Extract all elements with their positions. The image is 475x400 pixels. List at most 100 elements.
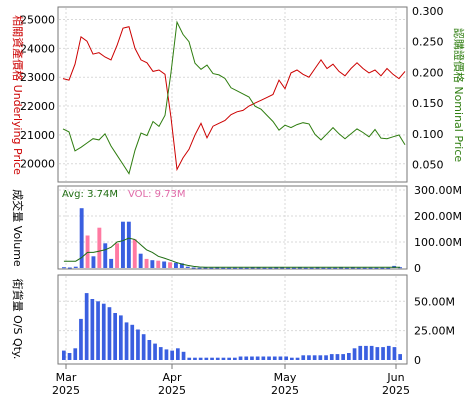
os-bar (312, 355, 317, 360)
x-label-mar-month: Mar (56, 371, 77, 384)
volume-average-line (63, 237, 401, 268)
volume-bar (132, 239, 137, 268)
avg-legend: Avg: 3.74M (62, 189, 118, 200)
volume-bar (79, 208, 84, 268)
volume-bar (126, 221, 131, 268)
volume-bar (356, 267, 361, 269)
volume-bar (380, 267, 385, 269)
nominal-tick-label: 0.050 (412, 158, 444, 171)
os-bar (119, 315, 123, 360)
underlying-tick-label: 25000 (20, 14, 55, 27)
os-bar (290, 357, 294, 360)
os-axis-title: 街貨量 O/S Qty. (11, 279, 25, 360)
volume-bar (91, 256, 96, 268)
volume-bar (350, 267, 355, 269)
os-bar (90, 299, 95, 360)
price-panel-frame (57, 6, 408, 183)
underlying-tick-label: 23000 (20, 71, 55, 84)
volume-bar (362, 267, 367, 269)
vol-legend: VOL: 9.73M (128, 189, 186, 200)
os-bar (272, 356, 277, 360)
os-bar (341, 354, 345, 360)
underlying-price-line (62, 26, 406, 172)
volume-bar (297, 267, 302, 269)
x-label-jun-year: 2025 (382, 384, 410, 397)
os-bar (386, 345, 391, 360)
volume-bar (185, 266, 190, 268)
underlying-tick-label: 24000 (20, 42, 55, 55)
os-bar (284, 356, 288, 360)
volume-tick-label: 200.00M (414, 210, 462, 223)
os-bar (164, 349, 169, 360)
os-bar (381, 347, 385, 360)
os-bar (198, 357, 203, 360)
x-label-apr-month: Apr (162, 371, 182, 384)
os-bar (84, 293, 89, 360)
os-bar (62, 350, 66, 360)
volume-bar (162, 261, 167, 268)
underlying-tick-label: 21000 (20, 129, 55, 142)
os-bar (204, 357, 209, 360)
volume-bar (227, 267, 231, 269)
volume-bar (268, 267, 273, 269)
volume-bar (138, 253, 143, 268)
os-bar (369, 345, 374, 360)
os-bar (96, 301, 100, 360)
volume-bar (280, 267, 285, 269)
os-bar (398, 354, 402, 360)
volume-bar (215, 267, 220, 269)
volume-bar (209, 267, 214, 269)
nominal-axis-title: 認購證價格 Nominal Price (452, 28, 466, 163)
os-bar (215, 357, 220, 360)
os-bar (107, 307, 112, 360)
os-tick-label: 0 (414, 354, 421, 367)
os-bar (358, 345, 363, 360)
os-bar (79, 318, 83, 360)
volume-bar (327, 267, 332, 269)
volume-bar (221, 267, 226, 269)
os-bar (124, 322, 129, 360)
os-bar (227, 357, 231, 360)
os-bar (267, 356, 271, 360)
volume-bar (179, 263, 184, 268)
volume-bar (233, 267, 237, 269)
volume-bar (144, 258, 149, 268)
os-bar (233, 357, 237, 360)
volume-bar (191, 267, 196, 269)
volume-tick-label: 0 (414, 262, 421, 275)
nominal-tick-label: 0.200 (412, 66, 444, 79)
volume-bar (250, 267, 255, 269)
volume-bar (203, 267, 208, 269)
os-bar (255, 356, 260, 360)
volume-bar (315, 267, 320, 269)
volume-bar (262, 267, 267, 269)
volume-bar (345, 267, 349, 269)
volume-bar (62, 267, 66, 269)
x-label-may-month: May (274, 371, 297, 384)
volume-tick-label: 300.00M (414, 184, 462, 197)
x-label-mar-year: 2025 (52, 384, 80, 397)
volume-bar (238, 267, 243, 269)
volume-bar (121, 221, 125, 268)
os-bar (221, 357, 226, 360)
volume-bar (174, 262, 178, 268)
os-bar (364, 345, 368, 360)
volume-bar (339, 267, 343, 269)
os-bar (170, 350, 174, 360)
x-label-apr-year: 2025 (158, 384, 186, 397)
os-bar (261, 356, 266, 360)
volume-bar (374, 267, 379, 269)
underlying-tick-label: 22000 (20, 100, 55, 113)
nominal-tick-label: 0.250 (412, 36, 444, 49)
volume-bar (309, 267, 314, 269)
os-bar (352, 348, 357, 360)
volume-bar (197, 267, 202, 269)
os-bar (141, 334, 146, 360)
os-bar (113, 313, 117, 360)
os-bar (193, 357, 197, 360)
os-bar (244, 356, 249, 360)
os-bar (392, 347, 397, 360)
volume-bar (115, 243, 119, 268)
nominal-tick-label: 0.150 (412, 97, 444, 110)
